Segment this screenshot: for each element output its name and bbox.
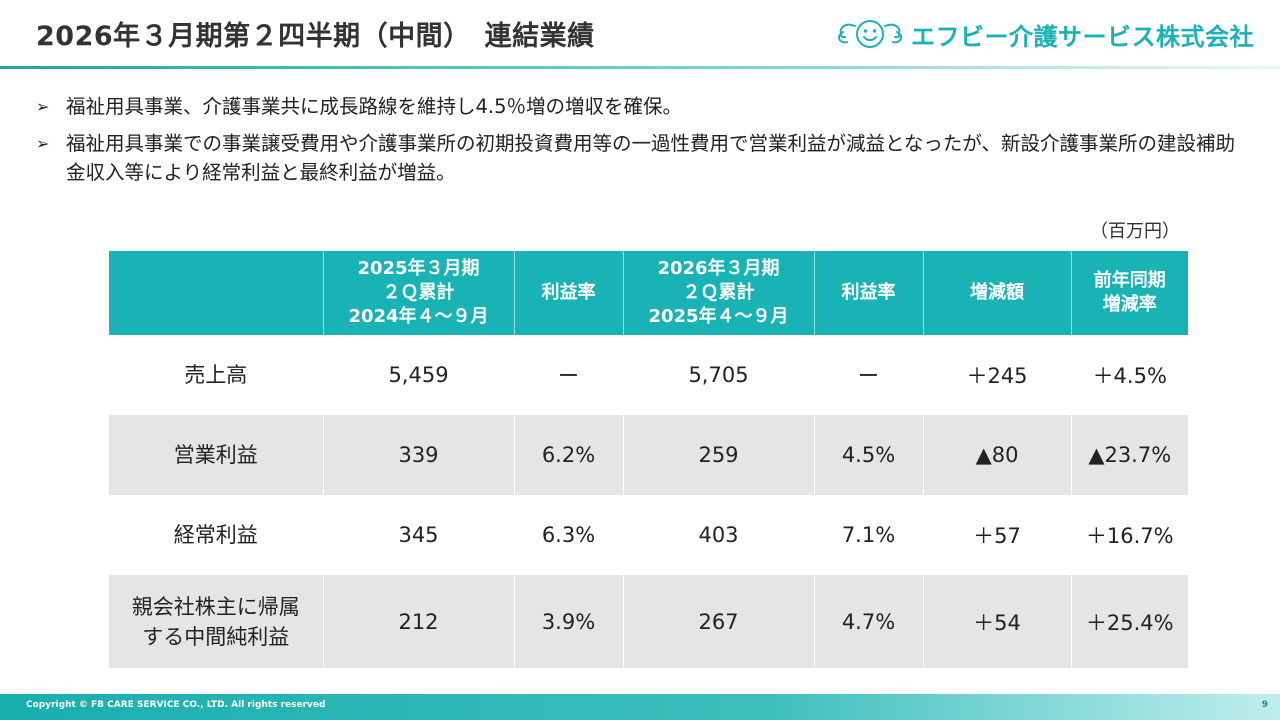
- bullet-arrow-icon: ➢: [36, 97, 50, 116]
- unit-label: （百万円）: [1090, 221, 1180, 242]
- header-curr-period: 2026年３月期 ２Ｑ累計 2025年４～９月: [623, 251, 815, 335]
- table-cell: 403: [623, 495, 815, 575]
- table-cell: 259: [623, 415, 815, 495]
- header-change-rate: 前年同期 増減率: [1071, 251, 1188, 335]
- table-cell: 4.5%: [814, 415, 924, 495]
- header-margin-prev: 利益率: [514, 251, 624, 335]
- header-cell: [109, 251, 324, 335]
- table-cell: ー: [814, 335, 924, 415]
- slide-header: 2026年３月期第２四半期（中間） 連結業績 エフビー介護サービス株式会社: [0, 0, 1280, 69]
- copyright-text: Copyright © FB CARE SERVICE CO., LTD. Al…: [26, 700, 326, 710]
- page-number: 9: [1261, 700, 1268, 710]
- bullet-arrow-icon: ➢: [36, 134, 50, 153]
- header-prev-period: 2025年３月期 ２Ｑ累計 2024年４～９月: [323, 251, 515, 335]
- table-cell: ▲80: [923, 415, 1072, 495]
- table-cell: ＋16.7%: [1071, 495, 1188, 575]
- header-prev-period-text: 2025年３月期 ２Ｑ累計 2024年４～９月: [348, 258, 489, 327]
- bullet-item: ➢ 福祉用具事業での事業譲受費用や介護事業所の初期投資費用等の一過性費用で営業利…: [36, 129, 1236, 187]
- table-cell: 345: [323, 495, 515, 575]
- table-cell: 6.2%: [514, 415, 624, 495]
- page-title: 2026年３月期第２四半期（中間） 連結業績: [36, 21, 595, 52]
- bullet-item: ➢ 福祉用具事業、介護事業共に成長路線を維持し4.5％増の増収を確保。: [36, 92, 1236, 121]
- header-change-amount: 増減額: [923, 251, 1072, 335]
- row-label-text: 親会社株主に帰属 する中間純利益: [131, 594, 300, 649]
- row-label: 売上高: [109, 335, 324, 415]
- smiling-angel-logo-icon: [838, 20, 902, 48]
- table-cell: 6.3%: [514, 495, 624, 575]
- table-cell: 339: [323, 415, 515, 495]
- table-cell: ＋4.5%: [1071, 335, 1188, 415]
- table-row: 営業利益 339 6.2% 259 4.5% ▲80 ▲23.7%: [109, 415, 1188, 495]
- table-cell: 5,459: [323, 335, 515, 415]
- table-cell: 3.9%: [514, 575, 624, 668]
- table-header-row: 2025年３月期 ２Ｑ累計 2024年４～９月 利益率 2026年３月期 ２Ｑ累…: [109, 251, 1188, 335]
- table-cell: 267: [623, 575, 815, 668]
- table-cell: ー: [514, 335, 624, 415]
- table-cell: ＋245: [923, 335, 1072, 415]
- table-cell: 7.1%: [814, 495, 924, 575]
- header-change-rate-text: 前年同期 増減率: [1093, 270, 1166, 315]
- row-label: 営業利益: [109, 415, 324, 495]
- table-cell: 4.7%: [814, 575, 924, 668]
- header-divider: [0, 66, 1280, 69]
- brand: エフビー介護サービス株式会社: [835, 16, 1254, 52]
- row-label: 経常利益: [109, 495, 324, 575]
- table-row: 経常利益 345 6.3% 403 7.1% ＋57 ＋16.7%: [109, 495, 1188, 575]
- header-curr-period-text: 2026年３月期 ２Ｑ累計 2025年４～９月: [648, 258, 789, 327]
- summary-bullets: ➢ 福祉用具事業、介護事業共に成長路線を維持し4.5％増の増収を確保。 ➢ 福祉…: [36, 92, 1236, 195]
- consolidated-results-table: 2025年３月期 ２Ｑ累計 2024年４～９月 利益率 2026年３月期 ２Ｑ累…: [109, 251, 1188, 668]
- table-cell: ＋54: [923, 575, 1072, 668]
- row-label: 親会社株主に帰属 する中間純利益: [109, 575, 324, 668]
- bullet-text: 福祉用具事業、介護事業共に成長路線を維持し4.5％増の増収を確保。: [66, 95, 683, 118]
- table-row: 親会社株主に帰属 する中間純利益 212 3.9% 267 4.7% ＋54 ＋…: [109, 575, 1188, 668]
- brand-name: エフビー介護サービス株式会社: [911, 22, 1254, 51]
- table-row: 売上高 5,459 ー 5,705 ー ＋245 ＋4.5%: [109, 335, 1188, 415]
- table-cell: ＋57: [923, 495, 1072, 575]
- table-cell: 5,705: [623, 335, 815, 415]
- table-cell: 212: [323, 575, 515, 668]
- header-margin-curr: 利益率: [814, 251, 924, 335]
- bullet-text: 福祉用具事業での事業譲受費用や介護事業所の初期投資費用等の一過性費用で営業利益が…: [66, 132, 1236, 184]
- table-cell: ＋25.4%: [1071, 575, 1188, 668]
- slide-footer: Copyright © FB CARE SERVICE CO., LTD. Al…: [0, 694, 1280, 720]
- table-cell: ▲23.7%: [1071, 415, 1188, 495]
